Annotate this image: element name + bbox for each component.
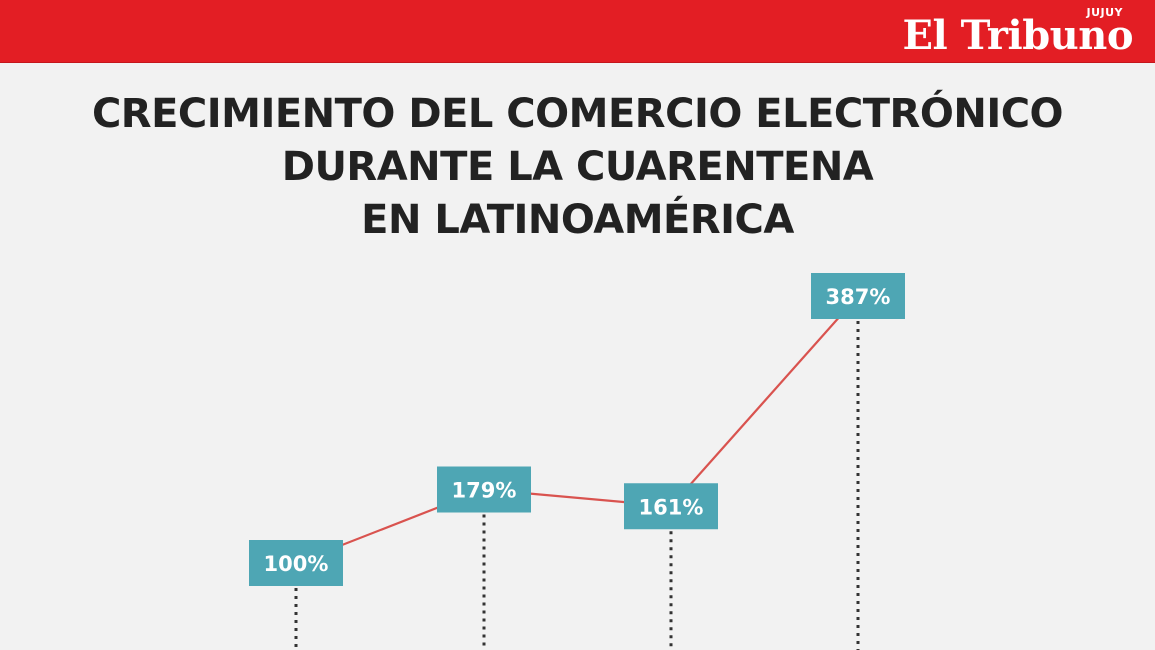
chart-title-line-3: EN LATINOAMÉRICA: [361, 197, 794, 243]
data-label-4: 387%: [826, 285, 891, 309]
brand-logo: JUJUY El Tribuno: [893, 6, 1133, 59]
data-point-1: [249, 540, 343, 586]
data-label-3: 161%: [639, 495, 704, 519]
brand-region: JUJUY: [1086, 6, 1123, 19]
data-label-2: 179%: [452, 479, 517, 503]
header-bar: JUJUY El Tribuno: [0, 0, 1155, 63]
chart-title-line-2: DURANTE LA CUARENTENA: [281, 144, 874, 190]
chart-title: CRECIMIENTO DEL COMERCIO ELECTRÓNICO DUR…: [0, 88, 1155, 247]
chart-title-line-1: CRECIMIENTO DEL COMERCIO ELECTRÓNICO: [91, 91, 1064, 137]
data-point-2: [437, 466, 531, 513]
brand-name: El Tribuno: [902, 12, 1133, 59]
series-line: [295, 295, 859, 565]
data-point-3: [624, 483, 718, 530]
data-point-4: [811, 273, 905, 319]
data-label-1: 100%: [264, 552, 329, 576]
